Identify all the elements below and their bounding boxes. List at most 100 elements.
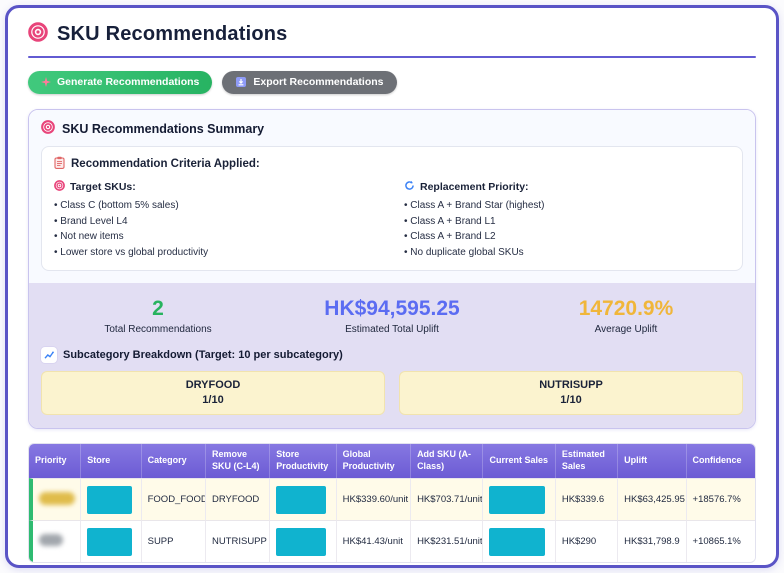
category-cell: FOOD_FOOD xyxy=(141,478,206,521)
stat-average-uplift: 14720.9% Average Uplift xyxy=(509,297,743,335)
stat-label: Average Uplift xyxy=(594,324,658,336)
breakdown-box-dryfood: DRYFOOD 1/10 xyxy=(41,371,385,416)
col-header-store: Store xyxy=(81,444,142,479)
stat-total-recommendations: 2 Total Recommendations xyxy=(41,297,275,335)
category-cell: SUPP xyxy=(141,520,206,563)
store-productivity-cell xyxy=(270,478,337,521)
title-divider xyxy=(28,56,756,58)
priority-badge xyxy=(39,534,63,547)
uplift-cell: HK$63,425.95 xyxy=(618,478,687,521)
table-header-row: Priority Store Category Remove SKU (C-L4… xyxy=(29,444,755,479)
col-header-priority: Priority xyxy=(29,444,82,479)
col-header-global-productivity: Global Productivity xyxy=(336,444,412,479)
criteria-item: No duplicate global SKUs xyxy=(404,245,730,261)
estimated-sales-cell: HK$290 xyxy=(555,520,619,563)
redacted-cell xyxy=(87,527,132,556)
redacted-cell xyxy=(276,527,327,556)
criteria-heading-row: Recommendation Criteria Applied: xyxy=(54,156,730,172)
stat-estimated-total-uplift: HK$94,595.25 Estimated Total Uplift xyxy=(275,297,509,335)
summary-top: SKU Recommendations Summary Recommendati… xyxy=(29,110,755,283)
page-title: SKU Recommendations xyxy=(57,23,288,45)
criteria-item: Lower store vs global productivity xyxy=(54,245,380,261)
add-sku-cell: HK$231.51/unit xyxy=(411,520,484,563)
replacement-priority-column: Replacement Priority: Class A + Brand St… xyxy=(404,180,730,260)
current-sales-cell xyxy=(483,478,556,521)
table-row: SUPP NUTRISUPP HK$41.43/unit HK$231.51/u… xyxy=(29,520,755,563)
target-icon xyxy=(41,120,55,137)
col-header-add-sku: Add SKU (A-Class) xyxy=(411,444,484,479)
criteria-item: Class A + Brand L1 xyxy=(404,214,730,230)
summary-card: SKU Recommendations Summary Recommendati… xyxy=(28,109,756,430)
stat-label: Total Recommendations xyxy=(104,324,212,336)
remove-sku-cell: NUTRISUPP xyxy=(205,520,271,563)
breakdown-boxes: DRYFOOD 1/10 NUTRISUPP 1/10 xyxy=(41,371,743,416)
add-sku-cell: HK$703.71/unit xyxy=(411,478,484,521)
criteria-columns: Target SKUs: Class C (bottom 5% sales) B… xyxy=(54,180,730,260)
target-skus-column: Target SKUs: Class C (bottom 5% sales) B… xyxy=(54,180,380,260)
breakdown-heading-row: Subcategory Breakdown (Target: 10 per su… xyxy=(41,347,743,364)
global-productivity-cell: HK$339.60/unit xyxy=(336,478,412,521)
criteria-item: Class A + Brand Star (highest) xyxy=(404,198,730,214)
target-skus-list: Class C (bottom 5% sales) Brand Level L4… xyxy=(54,198,380,260)
uplift-cell: HK$31,798.9 xyxy=(618,520,687,563)
criteria-item: Class C (bottom 5% sales) xyxy=(54,198,380,214)
replacement-priority-heading: Replacement Priority: xyxy=(420,181,529,193)
criteria-item: Class A + Brand L2 xyxy=(404,229,730,245)
breakdown-name: NUTRISUPP xyxy=(539,379,603,392)
generate-button-label: Generate Recommendations xyxy=(57,76,200,88)
stat-label: Estimated Total Uplift xyxy=(345,324,439,336)
chart-icon xyxy=(41,347,57,364)
col-header-confidence: Confidence xyxy=(686,444,755,479)
criteria-heading: Recommendation Criteria Applied: xyxy=(71,158,260,170)
estimated-sales-cell: HK$339.6 xyxy=(555,478,619,521)
store-cell xyxy=(81,520,142,563)
sparkle-icon xyxy=(41,77,51,87)
refresh-icon xyxy=(404,180,415,194)
redacted-cell xyxy=(87,485,132,514)
confidence-cell: +18576.7% xyxy=(686,478,755,521)
store-productivity-cell xyxy=(270,520,337,563)
summary-title: SKU Recommendations Summary xyxy=(62,121,265,136)
col-header-remove-sku: Remove SKU (C-L4) xyxy=(205,444,271,479)
app-frame: SKU Recommendations Generate Recommendat… xyxy=(5,5,779,568)
download-icon xyxy=(235,76,247,88)
page-header: SKU Recommendations xyxy=(28,22,756,47)
summary-bottom: 2 Total Recommendations HK$94,595.25 Est… xyxy=(29,283,755,429)
recommendations-table: Priority Store Category Remove SKU (C-L4… xyxy=(28,443,756,564)
table-row: FOOD_FOOD DRYFOOD HK$339.60/unit HK$703.… xyxy=(29,478,755,521)
breakdown-heading: Subcategory Breakdown (Target: 10 per su… xyxy=(63,349,343,362)
redacted-cell xyxy=(276,485,327,514)
criteria-box: Recommendation Criteria Applied: xyxy=(41,146,743,271)
redacted-cell xyxy=(489,485,546,514)
redacted-cell xyxy=(489,527,546,556)
store-cell xyxy=(81,478,142,521)
target-skus-heading-row: Target SKUs: xyxy=(54,180,380,194)
recommendations-table-section: Priority Store Category Remove SKU (C-L4… xyxy=(28,443,756,565)
col-header-store-productivity: Store Productivity xyxy=(270,444,337,479)
priority-cell xyxy=(29,520,82,563)
breakdown-progress: 1/10 xyxy=(560,394,582,407)
col-header-category: Category xyxy=(141,444,206,479)
global-productivity-cell: HK$41.43/unit xyxy=(336,520,412,563)
export-button-label: Export Recommendations xyxy=(253,76,384,88)
replacement-priority-list: Class A + Brand Star (highest) Class A +… xyxy=(404,198,730,260)
breakdown-name: DRYFOOD xyxy=(185,379,241,392)
priority-badge xyxy=(39,491,75,505)
current-sales-cell xyxy=(483,520,556,563)
stats-row: 2 Total Recommendations HK$94,595.25 Est… xyxy=(41,291,743,343)
target-skus-heading: Target SKUs: xyxy=(70,181,136,193)
col-header-uplift: Uplift xyxy=(618,444,687,479)
stat-value: 2 xyxy=(152,297,164,320)
criteria-item: Not new items xyxy=(54,229,380,245)
col-header-estimated-sales: Estimated Sales xyxy=(555,444,619,479)
clipboard-icon xyxy=(54,156,65,172)
target-icon xyxy=(54,180,65,194)
export-recommendations-button[interactable]: Export Recommendations xyxy=(222,71,397,94)
replacement-priority-heading-row: Replacement Priority: xyxy=(404,180,730,194)
target-icon xyxy=(28,22,48,47)
summary-title-row: SKU Recommendations Summary xyxy=(41,120,743,137)
remove-sku-cell: DRYFOOD xyxy=(205,478,271,521)
breakdown-box-nutrisupp: NUTRISUPP 1/10 xyxy=(399,371,743,416)
generate-recommendations-button[interactable]: Generate Recommendations xyxy=(28,71,213,94)
col-header-current-sales: Current Sales xyxy=(483,444,556,479)
